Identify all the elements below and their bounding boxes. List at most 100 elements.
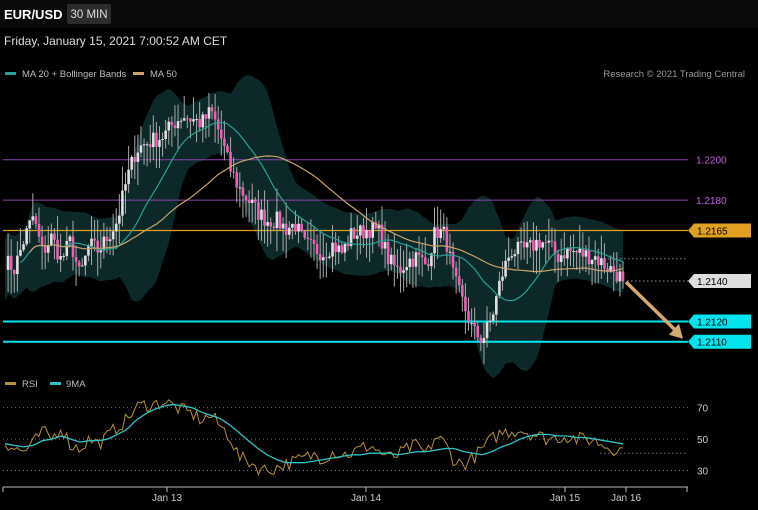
candle-body [145,144,149,146]
candle-body [148,144,152,148]
candle-body [606,268,609,272]
candle-body [562,255,566,259]
candle-body [284,223,288,235]
candle-body [31,216,35,221]
candle-body [439,229,442,239]
candle-body [572,251,575,253]
candle-body [349,228,353,247]
candle-body [448,251,452,253]
candle-body [405,267,408,271]
candle-body [359,225,362,236]
timeframe-badge[interactable] [67,4,111,24]
ma50-legend-label: MA 50 [150,69,177,80]
candle-body [535,239,538,251]
candle-body [260,209,263,220]
candle-body [238,187,242,189]
rsi-legend-swatch [5,382,16,385]
candle-body [12,269,16,275]
candle-body [609,266,612,272]
candle-body [189,118,192,122]
candle-body [393,254,396,266]
candle-body [232,171,235,173]
level-label-1-2200: 1.2200 [696,156,727,167]
candle-body [244,195,248,201]
candle-body [315,243,319,255]
candle-body [297,223,300,232]
candle-body [136,152,140,162]
candle-body [467,311,470,324]
candle-body [600,258,603,266]
rsi-tick-30: 30 [697,467,709,478]
candle-body [130,156,133,170]
candle-body [53,233,56,240]
candle-body [74,256,78,262]
candle-body [525,242,529,248]
candle-body [575,251,578,253]
candle-body [291,223,294,228]
candle-body [491,314,495,321]
candle-body [195,119,198,121]
candle-body [198,119,201,128]
candle-body [108,239,112,242]
candle-body [621,271,625,282]
candle-body [118,215,121,224]
candle-body [482,338,486,344]
candle-body [25,228,28,245]
candle-body [43,245,47,253]
candle-body [461,285,464,297]
candle-body [371,222,375,238]
x-tick-label: Jan 15 [550,493,580,504]
candle-body [569,247,572,252]
candle-body [281,223,285,229]
candle-body [124,184,127,191]
candle-body [396,265,399,267]
candle-body [362,225,365,239]
candle-body [278,211,282,229]
candle-body [519,241,523,243]
candle-body [550,240,554,242]
candle-body [186,118,189,120]
header-bar [0,0,758,28]
candle-body [173,125,177,129]
candle-body [96,240,99,253]
rsi-tick-70: 70 [697,404,709,415]
candle-body [102,236,106,251]
candle-body [566,247,569,259]
x-tick-label: Jan 14 [351,493,381,504]
level-label-1-2120: 1.2120 [697,317,728,328]
candle-body [544,242,548,244]
candle-body [309,239,313,241]
candle-body [152,132,155,148]
candle-body [355,235,359,239]
candle-body [436,227,439,239]
candle-body [87,246,90,256]
candle-body [170,121,174,126]
candle-body [365,230,368,239]
candle-body [538,239,541,248]
candle-body [593,256,597,260]
candle-body [318,254,322,261]
level-tag-1-2140 [688,274,751,289]
candle-body [68,236,72,242]
candle-body [581,248,585,257]
candle-body [269,222,273,227]
copyright-text: Research © 2021 Trading Central [603,69,745,80]
candle-body [235,172,239,188]
candle-body [380,224,384,249]
candle-body [22,244,25,250]
candle-body [226,145,229,153]
candle-body [164,130,167,139]
rsi-tick-50: 50 [697,435,709,446]
ma20-legend-swatch [5,72,16,75]
candle-body [587,250,591,265]
level-label-1-2180: 1.2180 [696,196,727,207]
candle-body [340,245,344,253]
candle-body [253,199,257,203]
candle-body [16,255,19,275]
price-panel: 1.2200 1.2180 1.2165 1.2140 1.2120 1.2110 [3,75,751,379]
candle-body [343,243,347,253]
candle-body [257,202,260,220]
candle-body [488,320,492,322]
candle-body [495,296,498,315]
